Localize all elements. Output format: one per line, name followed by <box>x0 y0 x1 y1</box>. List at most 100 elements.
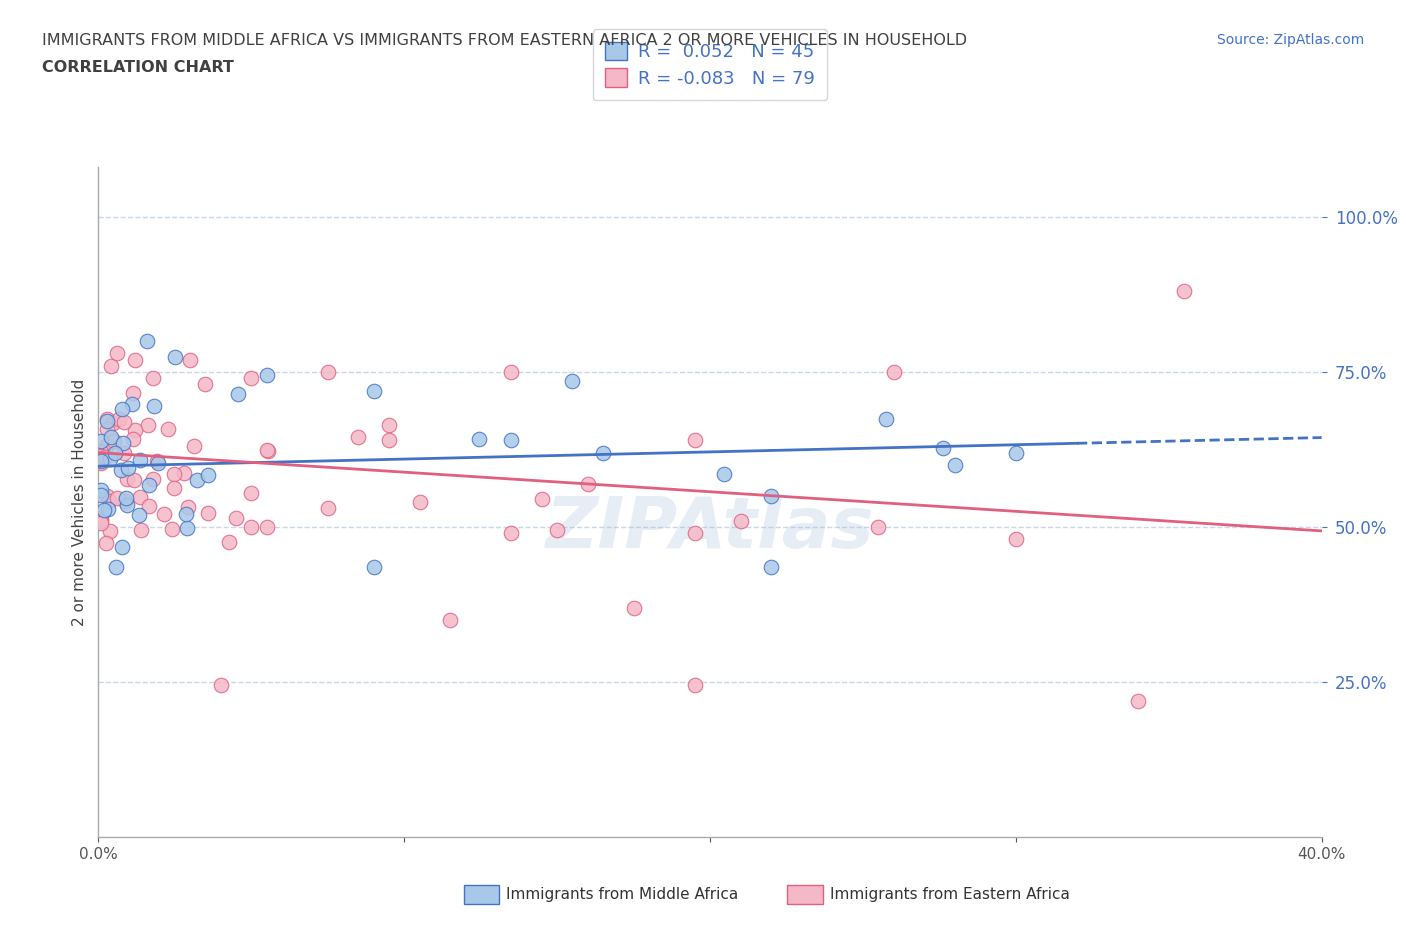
Point <box>153 507 176 522</box>
Point <box>121 397 143 412</box>
Point <box>228 387 250 402</box>
Point <box>97 493 120 508</box>
Point <box>163 467 186 482</box>
Point <box>530 492 553 507</box>
Point <box>209 678 232 693</box>
Point <box>100 358 122 373</box>
Point <box>256 442 278 457</box>
Point <box>128 508 150 523</box>
Point <box>114 491 136 506</box>
Point <box>256 367 278 382</box>
Legend: R =  0.052   N = 45, R = -0.083   N = 79: R = 0.052 N = 45, R = -0.083 N = 79 <box>593 29 827 100</box>
Point <box>100 429 122 444</box>
Point <box>218 535 240 550</box>
Text: Source: ZipAtlas.com: Source: ZipAtlas.com <box>1216 33 1364 46</box>
Point <box>501 525 523 540</box>
Point <box>173 465 195 480</box>
Point <box>114 494 136 509</box>
Point <box>683 432 706 447</box>
Text: Immigrants from Eastern Africa: Immigrants from Eastern Africa <box>830 887 1070 902</box>
Point <box>378 418 401 432</box>
Point <box>110 539 132 554</box>
Point <box>90 454 112 469</box>
Point <box>115 472 138 486</box>
Point <box>115 498 138 512</box>
Point <box>179 352 201 367</box>
Point <box>683 525 706 540</box>
Point <box>363 383 385 398</box>
Point <box>90 444 112 458</box>
Point <box>146 456 169 471</box>
Text: IMMIGRANTS FROM MIDDLE AFRICA VS IMMIGRANTS FROM EASTERN AFRICA 2 OR MORE VEHICL: IMMIGRANTS FROM MIDDLE AFRICA VS IMMIGRA… <box>42 33 967 47</box>
Point <box>1004 445 1026 460</box>
Point <box>129 489 152 504</box>
Point <box>96 414 118 429</box>
Point <box>136 334 159 349</box>
Point <box>90 515 112 530</box>
Point <box>225 511 247 525</box>
Point <box>194 377 217 392</box>
Point <box>90 456 112 471</box>
Point <box>163 481 186 496</box>
Point <box>176 507 198 522</box>
Point <box>124 422 146 437</box>
Point <box>468 432 491 446</box>
Point <box>256 520 278 535</box>
Point <box>108 411 131 426</box>
Point <box>883 365 905 379</box>
Point <box>98 451 121 466</box>
Point <box>112 435 135 450</box>
Point <box>176 499 198 514</box>
Point <box>96 412 118 427</box>
Point <box>257 444 280 458</box>
Point <box>623 600 645 615</box>
Point <box>129 453 152 468</box>
Point <box>112 445 135 460</box>
Point <box>157 422 180 437</box>
Point <box>98 524 121 538</box>
Point <box>240 520 263 535</box>
Point <box>875 412 897 427</box>
Point <box>713 466 735 481</box>
Point <box>94 535 117 550</box>
Point <box>105 491 128 506</box>
Point <box>122 386 145 401</box>
Point <box>439 613 461 628</box>
Point <box>122 472 145 487</box>
Point <box>176 520 198 535</box>
Point <box>90 487 112 502</box>
Point <box>131 523 153 538</box>
Point <box>197 468 219 483</box>
Point <box>90 445 112 459</box>
Point <box>96 488 118 503</box>
Point <box>240 485 263 500</box>
Point <box>1173 284 1195 299</box>
Text: Immigrants from Middle Africa: Immigrants from Middle Africa <box>506 887 738 902</box>
Point <box>138 499 160 514</box>
Point <box>105 346 128 361</box>
Point <box>142 371 165 386</box>
Point <box>683 678 706 693</box>
Point <box>111 402 134 417</box>
Point <box>96 438 118 453</box>
Point <box>136 417 159 432</box>
Point <box>117 460 139 475</box>
Point <box>347 430 370 445</box>
Point <box>104 559 127 574</box>
Point <box>142 472 165 486</box>
Point <box>499 432 522 447</box>
Point <box>759 488 782 503</box>
Point <box>121 432 143 446</box>
Point <box>124 352 146 367</box>
Point <box>378 432 401 447</box>
Point <box>1128 693 1150 708</box>
Point <box>730 513 752 528</box>
Point <box>316 365 339 379</box>
Text: CORRELATION CHART: CORRELATION CHART <box>42 60 233 75</box>
Point <box>90 483 112 498</box>
Point <box>90 513 112 528</box>
Point <box>90 433 112 448</box>
Point <box>1004 532 1026 547</box>
Point <box>592 445 614 460</box>
Point <box>143 399 166 414</box>
